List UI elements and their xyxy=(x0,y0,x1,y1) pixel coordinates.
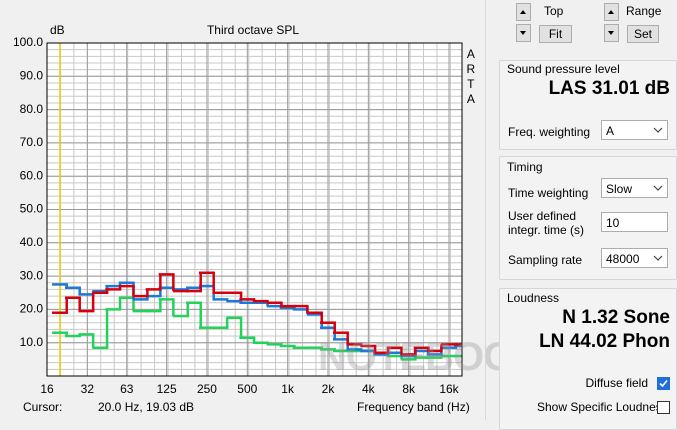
select-value: Slow xyxy=(606,182,633,196)
y-tick-label: 50.0 xyxy=(20,202,44,216)
x-axis-label: Frequency band (Hz) xyxy=(357,400,470,414)
y-tick-label: 20.0 xyxy=(20,302,44,316)
set-button[interactable]: Set xyxy=(627,25,659,43)
select-value: 48000 xyxy=(606,252,640,266)
input-value: 10 xyxy=(606,216,620,230)
group-title: Sound pressure level xyxy=(507,62,620,76)
cursor-label: Cursor: xyxy=(23,400,62,414)
top-label: Top xyxy=(544,4,564,18)
range-up[interactable] xyxy=(604,3,619,21)
x-tick-label: 63 xyxy=(120,382,134,396)
chart-title: Third octave SPL xyxy=(207,23,299,37)
range-label: Range xyxy=(626,4,662,18)
freq-weighting-select[interactable]: A xyxy=(601,120,668,140)
select-value: A xyxy=(606,124,615,138)
control-panel: Top Fit Range Set Sound pressure level L… xyxy=(485,0,677,430)
x-tick-label: 2k xyxy=(322,382,336,396)
group-title: Loudness xyxy=(507,291,560,305)
x-tick-label: 1k xyxy=(281,382,295,396)
series-layer xyxy=(52,43,462,376)
checkbox-label: Diffuse field xyxy=(585,376,648,390)
cursor-readout: 20.0 Hz, 19.03 dB xyxy=(98,400,194,414)
loudness-phon: LN 44.02 Phon xyxy=(539,331,670,352)
x-tick-label: 8k xyxy=(402,382,416,396)
y-tick-label: 80.0 xyxy=(20,102,44,116)
field-label: User defined xyxy=(508,209,577,223)
loudness-sone: N 1.32 Sone xyxy=(562,307,670,328)
y-tick-label: 70.0 xyxy=(20,135,44,149)
top-up[interactable] xyxy=(516,3,531,21)
range-down[interactable] xyxy=(604,24,619,42)
x-tick-label: 32 xyxy=(81,382,95,396)
x-tick-label: 125 xyxy=(157,382,177,396)
y-unit: dB xyxy=(50,23,65,37)
field-label: Sampling rate xyxy=(508,253,583,267)
grid xyxy=(46,42,462,377)
y-tick-label: 30.0 xyxy=(20,268,44,282)
x-tick-label: 16k xyxy=(439,382,459,396)
group-title: Timing xyxy=(507,160,543,174)
field-label: Time weighting xyxy=(508,186,589,200)
top-down[interactable] xyxy=(516,24,531,42)
y-tick-label: 40.0 xyxy=(20,235,44,249)
y-tick-label: 100.0 xyxy=(13,35,43,49)
sampling-rate-select[interactable]: 48000 xyxy=(601,248,668,268)
x-tick-label: 4k xyxy=(362,382,376,396)
time-weighting-select[interactable]: Slow xyxy=(601,178,668,198)
check-mark xyxy=(659,379,668,388)
spl-group: Sound pressure level LAS 31.01 dB Freq. … xyxy=(499,60,677,150)
y-tick-label: 10.0 xyxy=(20,335,44,349)
loudness-group: Loudness N 1.32 Sone LN 44.02 Phon Diffu… xyxy=(499,288,677,430)
specific-checkbox[interactable] xyxy=(657,401,670,414)
timing-group: Timing Time weighting Slow User defined … xyxy=(499,156,677,280)
field-label: Freq. weighting xyxy=(508,125,591,139)
plot-border xyxy=(46,42,463,377)
x-tick-label: 250 xyxy=(197,382,217,396)
x-tick-label: 500 xyxy=(237,382,257,396)
fit-button[interactable]: Fit xyxy=(539,25,572,43)
y-tick-label: 60.0 xyxy=(20,168,44,182)
side-label: ARTA xyxy=(464,47,478,107)
page: dB Third octave SPL ARTA Cursor: 20.0 Hz… xyxy=(12,0,677,430)
chart: dB Third octave SPL ARTA Cursor: 20.0 Hz… xyxy=(13,23,478,414)
diffuse-checkbox[interactable] xyxy=(657,377,670,390)
y-tick-label: 90.0 xyxy=(20,68,44,82)
field-label: integr. time (s) xyxy=(508,223,585,237)
integr-time-input[interactable]: 10 xyxy=(601,212,668,232)
checkbox-label: Show Specific Loudness xyxy=(537,400,668,414)
spl-reading: LAS 31.01 dB xyxy=(548,78,670,99)
x-tick-label: 16 xyxy=(40,382,54,396)
